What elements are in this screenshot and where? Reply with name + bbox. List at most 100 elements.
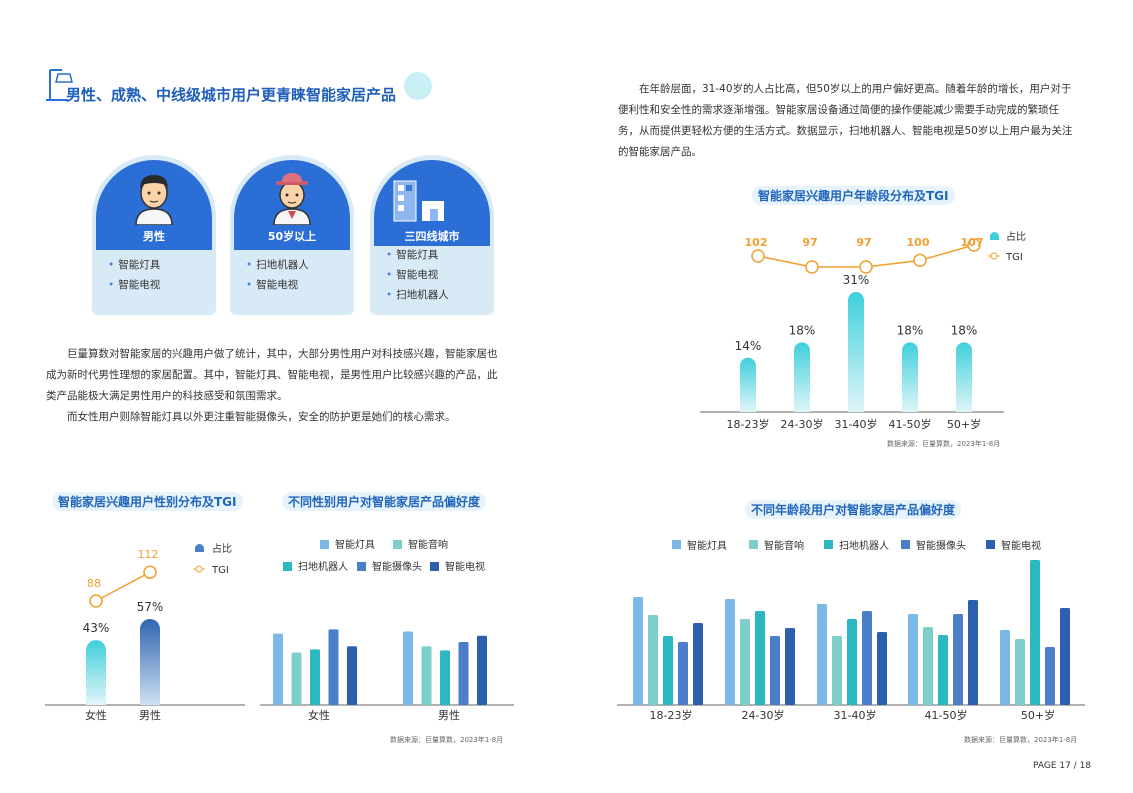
legend-label: TGI	[211, 565, 229, 576]
elder-avatar-icon	[273, 173, 311, 225]
text-line: 成为新时代男性理想的家居配置。其中，智能灯具、智能电视，是男性用户比较感兴趣的产…	[46, 369, 498, 381]
legend-swatch	[990, 232, 999, 240]
source-note: 数据来源：巨量算数，2023年1-8月	[390, 736, 504, 744]
data-label: 57%	[137, 600, 164, 614]
legend-marker	[195, 565, 203, 573]
bar	[633, 597, 643, 705]
age-preference-chart-title: 不同年龄段用户对智能家居产品偏好度	[745, 500, 962, 519]
legend-label: 智能电视	[445, 560, 485, 573]
data-label: 18%	[897, 323, 924, 337]
tgi-point	[143, 565, 157, 579]
bar	[794, 342, 810, 412]
x-tick-label: 41-50岁	[925, 708, 968, 722]
legend-label: 占比	[212, 542, 232, 555]
gender-distribution-chart: 43% 女性 57% 男性 88 112 占比 TGI	[45, 542, 245, 722]
list-item: 智能灯具	[108, 255, 160, 275]
legend-swatch	[430, 562, 439, 571]
legend-swatch	[824, 540, 833, 549]
list-item: 智能电视	[246, 275, 309, 295]
legend-swatch	[357, 562, 366, 571]
profile-label: 男性	[143, 230, 165, 243]
legend-swatch	[283, 562, 292, 571]
legend-swatch	[195, 544, 204, 552]
x-tick-label: 男性	[139, 708, 161, 722]
legend-label: 智能摄像头	[916, 539, 966, 552]
text-line: 类产品能极大满足男性用户的科技感受和氛围需求。	[46, 390, 288, 402]
bar	[862, 611, 872, 705]
x-tick-label: 50+岁	[947, 417, 981, 431]
bar	[908, 614, 918, 705]
age-preference-chart: 18-23岁 24-30岁 31-40岁 41-50岁 50+岁 智能灯具 智能音响 扫地机器…	[617, 539, 1085, 722]
x-tick-label: 18-23岁	[650, 708, 693, 722]
bar	[817, 604, 827, 705]
legend-label: 占比	[1006, 230, 1026, 243]
bar	[477, 635, 487, 705]
bar	[693, 623, 703, 705]
bar	[1060, 608, 1070, 705]
bar	[902, 342, 918, 412]
bar	[273, 633, 283, 705]
bar	[291, 652, 302, 705]
right-paragraph: 在年龄层面，31-40岁的人占比高，但50岁以上的用户偏好更高。随着年龄的增长，…	[618, 79, 1098, 163]
age-distribution-chart-title: 智能家居兴趣用户年龄段分布及TGI	[752, 186, 955, 205]
profile-card-city: 三四线城市 智能灯具 智能电视 扫地机器人	[370, 155, 494, 315]
list-item: 智能电视	[108, 275, 160, 295]
bar	[1000, 630, 1010, 705]
list-item: 扫地机器人	[246, 255, 309, 275]
data-label: 18%	[789, 323, 816, 337]
city-buildings-icon	[393, 180, 444, 222]
bar	[755, 611, 765, 705]
x-tick-label: 24-30岁	[742, 708, 785, 722]
bar	[785, 628, 795, 705]
x-tick-label: 女性	[85, 708, 107, 722]
legend-label: 智能灯具	[687, 539, 727, 552]
bar	[725, 599, 735, 705]
legend-label: 智能电视	[1001, 539, 1041, 552]
legend-swatch	[393, 540, 402, 549]
legend-label: 智能音响	[764, 539, 804, 552]
tgi-point	[859, 260, 873, 274]
text-line: 在年龄层面，31-40岁的人占比高，但50岁以上的用户偏好更高。随着年龄的增长，…	[639, 83, 1072, 95]
age-distribution-chart: 14% 18-23岁 18% 24-30岁 31% 31-40岁 18% 41-50岁 18% 5…	[700, 230, 1026, 431]
bar	[938, 635, 948, 705]
list-item: 扫地机器人	[386, 285, 449, 305]
tgi-point	[913, 253, 927, 268]
x-tick-label: 18-23岁	[727, 417, 770, 431]
bar	[1045, 647, 1055, 705]
bar	[663, 636, 673, 705]
bar	[923, 627, 933, 705]
legend-swatch	[986, 540, 995, 549]
legend-marker	[990, 252, 998, 260]
gender-distribution-chart-title: 智能家居兴趣用户性别分布及TGI	[52, 492, 243, 511]
data-label: 31%	[843, 273, 870, 287]
data-label: 43%	[83, 621, 110, 635]
text-line: 而女性用户则除智能灯具以外更注重智能摄像头，安全的防护更是她们的核心需求。	[67, 411, 456, 423]
bar	[848, 292, 864, 412]
x-tick-label: 31-40岁	[834, 708, 877, 722]
profile-label: 三四线城市	[404, 230, 460, 243]
bar	[968, 600, 978, 705]
tgi-point	[89, 594, 103, 608]
bar	[328, 629, 339, 705]
tgi-label: 100	[907, 236, 930, 249]
legend-swatch	[749, 540, 758, 549]
data-label: 18%	[951, 323, 978, 337]
source-note: 数据来源：巨量算数，2023年1-8月	[964, 736, 1078, 744]
x-tick-label: 24-30岁	[781, 417, 824, 431]
x-tick-label: 41-50岁	[889, 417, 932, 431]
tgi-label: 107	[961, 236, 984, 249]
data-label: 14%	[735, 339, 762, 353]
profile-label: 50岁以上	[267, 230, 317, 243]
text-line: 务，从而提供更轻松方便的生活方式。数据显示，扫地机器人、智能电视是50岁以上用户…	[618, 125, 1073, 137]
legend-label: 智能摄像头	[372, 560, 422, 573]
legend-swatch	[901, 540, 910, 549]
tgi-point	[967, 238, 981, 252]
legend-swatch	[672, 540, 681, 549]
bar	[847, 619, 857, 705]
bar	[770, 636, 780, 705]
bar	[956, 342, 972, 412]
legend-label: 扫地机器人	[298, 560, 348, 573]
x-tick-label: 31-40岁	[835, 417, 878, 431]
man-avatar-icon	[135, 175, 173, 225]
